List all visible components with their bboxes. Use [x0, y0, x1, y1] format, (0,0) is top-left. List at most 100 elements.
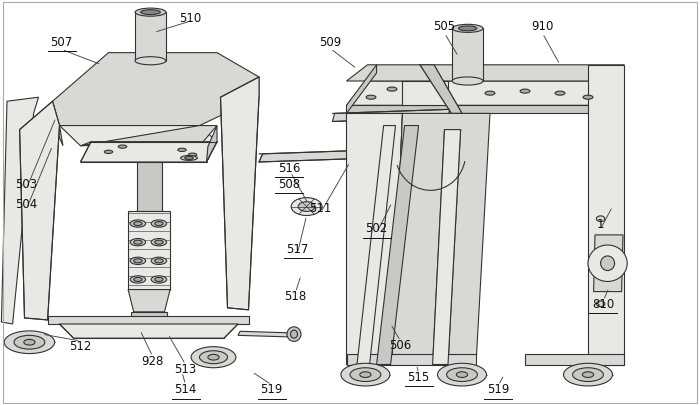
Ellipse shape: [4, 331, 55, 354]
Ellipse shape: [104, 150, 113, 153]
Text: 910: 910: [531, 20, 554, 33]
Polygon shape: [357, 126, 395, 365]
Text: 505: 505: [433, 20, 456, 33]
Ellipse shape: [130, 239, 146, 246]
Ellipse shape: [582, 372, 594, 377]
Ellipse shape: [290, 330, 298, 338]
Polygon shape: [420, 65, 462, 113]
Polygon shape: [136, 162, 162, 211]
Ellipse shape: [458, 26, 477, 31]
Ellipse shape: [564, 363, 612, 386]
Ellipse shape: [155, 240, 163, 244]
Ellipse shape: [141, 10, 160, 15]
Polygon shape: [80, 126, 217, 146]
Polygon shape: [377, 126, 419, 365]
Ellipse shape: [601, 256, 615, 271]
Polygon shape: [332, 109, 449, 122]
Text: 502: 502: [365, 222, 388, 235]
Ellipse shape: [291, 198, 322, 215]
Polygon shape: [594, 235, 623, 292]
Ellipse shape: [151, 276, 167, 283]
Polygon shape: [135, 12, 166, 61]
Ellipse shape: [341, 363, 390, 386]
Ellipse shape: [366, 95, 376, 99]
Polygon shape: [80, 142, 217, 162]
Ellipse shape: [456, 372, 468, 377]
Polygon shape: [588, 65, 624, 364]
Ellipse shape: [134, 277, 142, 281]
Ellipse shape: [24, 339, 35, 345]
Text: 518: 518: [284, 290, 307, 303]
Polygon shape: [259, 148, 435, 162]
Text: 503: 503: [15, 178, 38, 191]
Text: 508: 508: [278, 178, 300, 191]
Ellipse shape: [447, 368, 477, 382]
Ellipse shape: [181, 156, 197, 160]
Polygon shape: [135, 318, 163, 324]
Ellipse shape: [134, 222, 142, 226]
Ellipse shape: [438, 363, 486, 386]
Text: 509: 509: [319, 36, 342, 49]
Polygon shape: [220, 77, 259, 310]
Polygon shape: [346, 65, 624, 81]
Ellipse shape: [130, 257, 146, 264]
Polygon shape: [402, 81, 448, 105]
Ellipse shape: [287, 327, 301, 341]
Polygon shape: [346, 65, 377, 113]
Polygon shape: [128, 290, 170, 312]
Ellipse shape: [151, 257, 167, 264]
Ellipse shape: [118, 145, 127, 148]
Ellipse shape: [555, 91, 565, 95]
Text: 519: 519: [260, 383, 283, 396]
Polygon shape: [60, 324, 238, 338]
Ellipse shape: [191, 347, 236, 368]
Polygon shape: [452, 28, 483, 81]
Text: 810: 810: [592, 298, 615, 311]
Polygon shape: [131, 312, 167, 318]
Ellipse shape: [151, 239, 167, 246]
Ellipse shape: [596, 216, 605, 222]
Ellipse shape: [185, 156, 193, 160]
Text: 506: 506: [389, 339, 412, 352]
Text: 512: 512: [69, 340, 92, 353]
Polygon shape: [346, 354, 476, 364]
Ellipse shape: [485, 91, 495, 95]
Polygon shape: [238, 331, 293, 337]
Ellipse shape: [452, 77, 483, 85]
Polygon shape: [392, 113, 490, 364]
Polygon shape: [433, 130, 461, 364]
Text: 516: 516: [278, 162, 300, 175]
Polygon shape: [48, 316, 248, 324]
Text: 504: 504: [15, 198, 38, 211]
Ellipse shape: [208, 354, 219, 360]
Text: 507: 507: [50, 36, 73, 49]
Text: 517: 517: [286, 243, 309, 256]
Ellipse shape: [298, 202, 315, 211]
Polygon shape: [206, 126, 217, 162]
Ellipse shape: [452, 24, 483, 32]
Ellipse shape: [134, 259, 142, 263]
Text: 928: 928: [141, 355, 164, 368]
Ellipse shape: [350, 368, 381, 382]
Polygon shape: [346, 113, 402, 364]
Ellipse shape: [130, 276, 146, 283]
Ellipse shape: [178, 148, 186, 151]
Polygon shape: [52, 53, 259, 126]
Ellipse shape: [199, 351, 228, 364]
Ellipse shape: [596, 301, 605, 307]
Text: 513: 513: [174, 363, 197, 376]
Text: 510: 510: [179, 12, 202, 25]
Polygon shape: [346, 81, 624, 105]
Ellipse shape: [520, 89, 530, 93]
Ellipse shape: [588, 245, 627, 281]
Polygon shape: [52, 101, 63, 146]
Ellipse shape: [134, 240, 142, 244]
Text: 1: 1: [597, 218, 604, 231]
Polygon shape: [1, 97, 38, 324]
Ellipse shape: [130, 220, 146, 227]
Text: 511: 511: [309, 202, 332, 215]
Polygon shape: [60, 126, 217, 146]
Ellipse shape: [583, 95, 593, 99]
Ellipse shape: [188, 153, 197, 156]
Ellipse shape: [155, 222, 163, 226]
